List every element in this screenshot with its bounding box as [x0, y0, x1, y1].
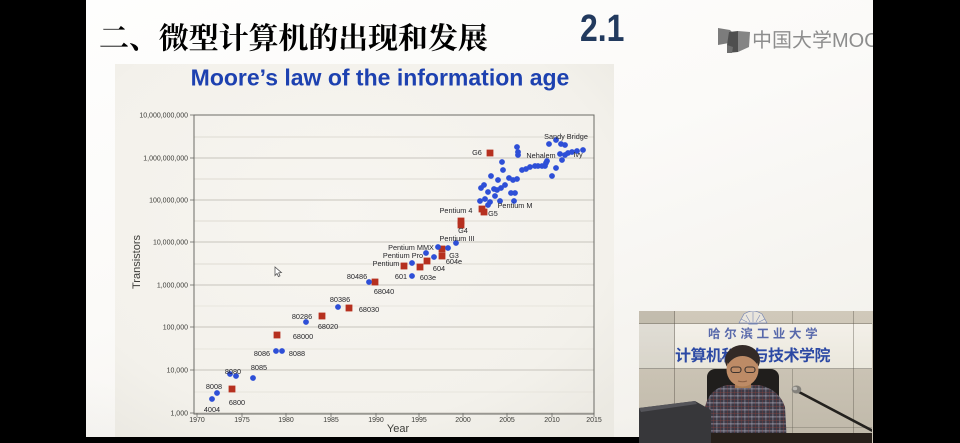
svg-text:1,000,000: 1,000,000	[157, 283, 188, 290]
svg-text:8086: 8086	[254, 349, 270, 358]
svg-text:G3: G3	[449, 251, 459, 260]
svg-text:G6: G6	[472, 148, 482, 157]
svg-text:10,000,000: 10,000,000	[153, 240, 188, 247]
svg-text:68040: 68040	[374, 287, 394, 296]
svg-text:1970: 1970	[189, 417, 205, 424]
svg-text:10,000: 10,000	[167, 368, 189, 375]
svg-text:Pentium M: Pentium M	[498, 201, 533, 210]
svg-text:6800: 6800	[229, 398, 245, 407]
svg-text:Pentium 4: Pentium 4	[440, 206, 473, 215]
svg-text:1975: 1975	[234, 417, 250, 424]
svg-text:Pentium: Pentium	[373, 259, 400, 268]
svg-text:Moore’s law of the information: Moore’s law of the information age	[191, 65, 570, 91]
svg-text:68020: 68020	[318, 322, 338, 331]
svg-text:G5: G5	[488, 209, 498, 218]
svg-text:2015: 2015	[586, 417, 602, 424]
svg-text:1995: 1995	[411, 417, 427, 424]
svg-text:4004: 4004	[204, 405, 220, 414]
svg-text:601: 601	[395, 272, 407, 281]
svg-text:Pentium Pro: Pentium Pro	[383, 251, 423, 260]
svg-text:Transistors: Transistors	[131, 235, 143, 289]
svg-text:8088: 8088	[289, 349, 305, 358]
svg-text:1,000: 1,000	[170, 411, 188, 418]
svg-text:604: 604	[433, 264, 445, 273]
svg-text:8085: 8085	[251, 363, 267, 372]
svg-text:1985: 1985	[323, 417, 339, 424]
svg-text:10,000,000,000: 10,000,000,000	[139, 113, 188, 120]
svg-text:2010: 2010	[544, 417, 560, 424]
svg-text:100,000: 100,000	[163, 325, 188, 332]
svg-text:Sandy Bridge: Sandy Bridge	[544, 132, 588, 141]
svg-text:1980: 1980	[278, 417, 294, 424]
svg-text:8008: 8008	[206, 382, 222, 391]
svg-text:G4: G4	[458, 226, 468, 235]
svg-text:80386: 80386	[330, 295, 350, 304]
svg-text:68030: 68030	[359, 305, 379, 314]
svg-text:Ivy: Ivy	[573, 150, 583, 159]
svg-text:1,000,000,000: 1,000,000,000	[143, 156, 188, 163]
svg-text:100,000,000: 100,000,000	[149, 198, 188, 205]
svg-text:2005: 2005	[499, 417, 515, 424]
svg-text:Pentium III: Pentium III	[440, 234, 475, 243]
svg-text:8080: 8080	[225, 367, 241, 376]
svg-text:Year: Year	[387, 423, 410, 435]
svg-text:1990: 1990	[368, 417, 384, 424]
svg-text:80286: 80286	[292, 312, 312, 321]
svg-text:2000: 2000	[455, 417, 471, 424]
svg-text:Pentium MMX: Pentium MMX	[388, 243, 434, 252]
svg-text:603e: 603e	[420, 273, 436, 282]
svg-text:68000: 68000	[293, 332, 313, 341]
svg-text:604e: 604e	[446, 257, 462, 266]
svg-text:Nehalem: Nehalem	[526, 151, 555, 160]
svg-text:80486: 80486	[347, 272, 367, 281]
